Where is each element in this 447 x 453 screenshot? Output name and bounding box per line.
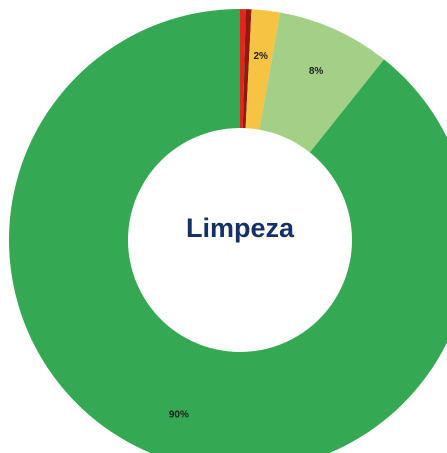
data-label: 90% bbox=[169, 409, 189, 420]
slice bbox=[245, 9, 281, 130]
slice bbox=[240, 9, 246, 129]
slice bbox=[9, 9, 447, 453]
slices bbox=[9, 9, 447, 453]
data-label: 8% bbox=[309, 66, 324, 77]
slice bbox=[259, 12, 385, 153]
slice bbox=[242, 9, 252, 129]
chart-title: Limpeza bbox=[186, 213, 295, 243]
data-label: 2% bbox=[253, 51, 268, 62]
